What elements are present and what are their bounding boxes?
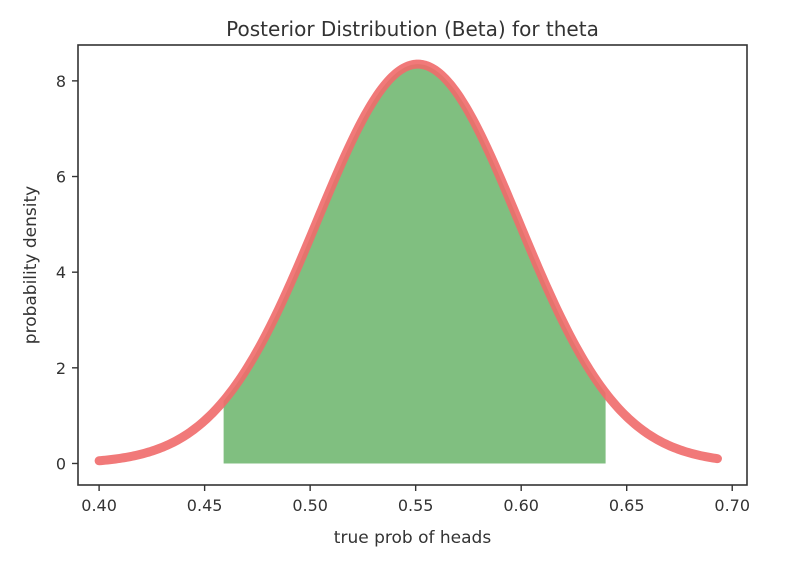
y-axis-ticks: 0 2 4 6 8 <box>56 72 78 473</box>
x-axis-ticks: 0.40 0.45 0.50 0.55 0.60 0.65 0.70 <box>81 485 750 515</box>
plot-frame <box>77 44 748 486</box>
x-tick-label: 0.60 <box>503 496 539 515</box>
x-tick-label: 0.70 <box>714 496 750 515</box>
y-tick-label: 4 <box>56 263 66 282</box>
x-axis-label: true prob of heads <box>334 528 492 548</box>
chart-title: Posterior Distribution (Beta) for theta <box>226 17 599 41</box>
credible-interval-area <box>223 64 606 464</box>
y-tick-label: 6 <box>56 168 66 187</box>
x-tick-label: 0.40 <box>81 496 117 515</box>
density-curve <box>94 59 722 466</box>
y-tick-label: 8 <box>56 72 66 91</box>
y-tick-label: 0 <box>56 454 66 473</box>
y-tick-label: 2 <box>56 359 66 378</box>
y-axis-label: probability density <box>21 186 41 344</box>
credible-interval-area-layer <box>223 64 606 464</box>
x-tick-label: 0.50 <box>292 496 328 515</box>
density-curve-layer <box>94 59 722 466</box>
x-tick-label: 0.45 <box>187 496 223 515</box>
x-tick-label: 0.55 <box>398 496 434 515</box>
x-tick-label: 0.65 <box>609 496 645 515</box>
